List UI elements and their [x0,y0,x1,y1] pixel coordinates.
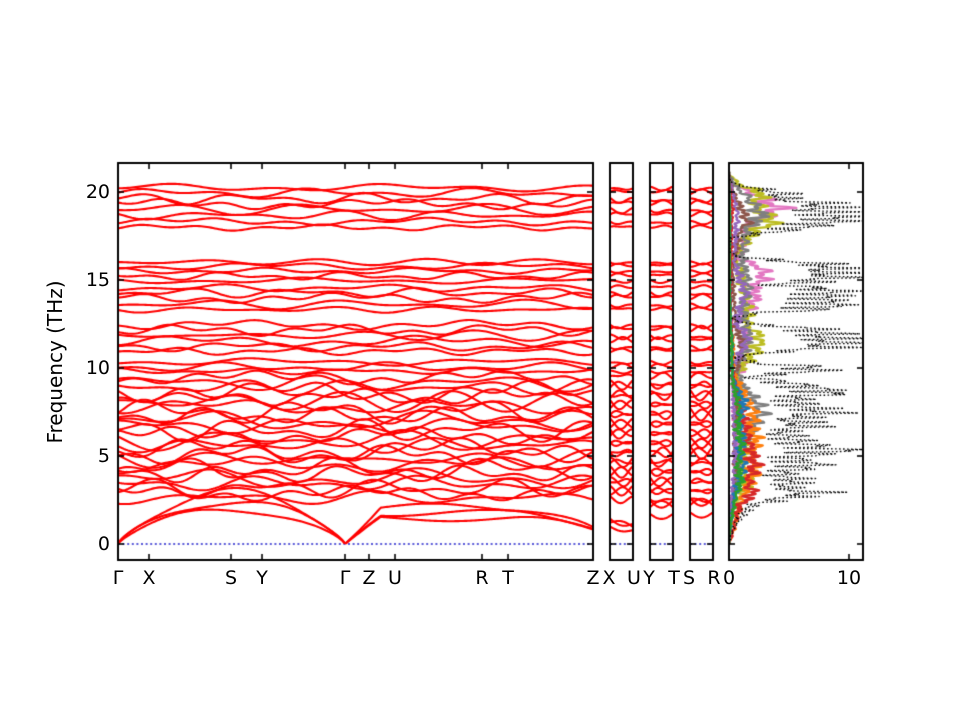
k-point-label: R [707,567,721,589]
k-point-label: Y [256,567,268,589]
k-point-label: R [475,567,489,589]
k-point-label: U [627,567,641,589]
k-point-label: Y [643,567,655,589]
dos-tick-label: 0 [722,567,736,589]
y-tick-label: 15 [85,269,110,291]
k-point-label: T [502,567,514,589]
y-tick-label: 0 [97,533,110,555]
k-point-label: S [682,567,696,589]
k-point-label: Γ [339,567,351,589]
k-point-label: U [388,567,402,589]
k-point-label: T [668,567,680,589]
k-point-label: S [224,567,238,589]
k-point-label: Z [586,567,600,589]
y-tick-label: 20 [85,181,110,203]
k-point-label: Z [362,567,376,589]
y-tick-label: 5 [97,445,110,467]
k-point-label: Γ [112,567,124,589]
k-point-label: X [142,567,156,589]
y-tick-label: 10 [85,357,110,379]
dos-tick-label: 10 [836,567,862,589]
k-point-label: X [602,567,616,589]
